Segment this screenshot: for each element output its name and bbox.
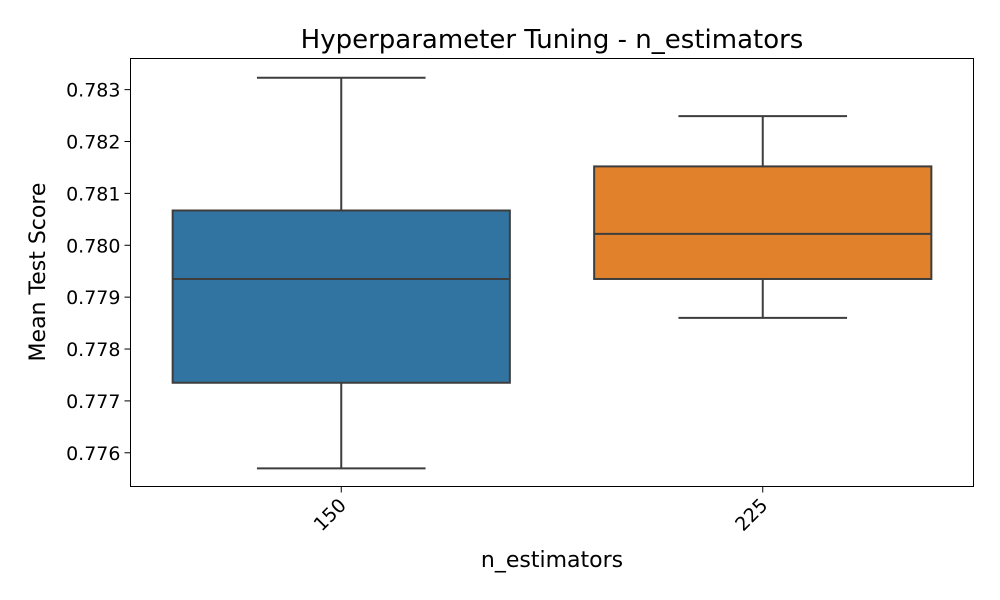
y-axis-label: Mean Test Score [26,183,51,362]
y-tick-label: 0.776 [66,443,120,465]
iqr-box [171,209,511,384]
x-axis-label: n_estimators [481,548,623,573]
y-tick-label: 0.782 [66,132,120,154]
box-150 [171,76,511,470]
y-tick-label: 0.779 [66,287,120,309]
chart-title: Hyperparameter Tuning - n_estimators [301,25,804,55]
y-tick-label: 0.781 [66,183,120,205]
box-225 [593,115,933,319]
x-tick-label: 225 [731,494,772,535]
y-tick-label: 0.783 [66,80,120,102]
box-series [171,76,933,470]
y-tick-label: 0.778 [66,339,120,361]
plot-area-frame [130,58,974,487]
iqr-box [593,165,933,280]
x-tick-label: 150 [310,494,351,535]
x-axis: 150 225 [310,486,772,536]
y-axis: 0.776 0.777 0.778 0.779 0.780 0.781 0.782 0.783 [66,80,131,465]
y-tick-label: 0.777 [66,391,120,413]
y-tick-label: 0.780 [66,235,120,257]
